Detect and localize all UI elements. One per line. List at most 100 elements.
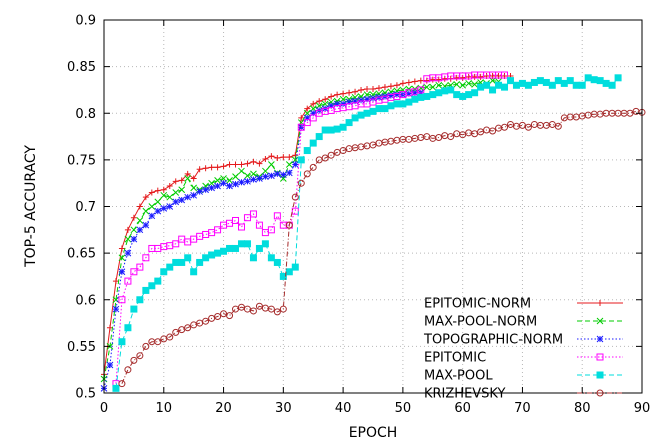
data-point	[178, 196, 186, 204]
data-point	[465, 80, 472, 87]
data-point	[202, 317, 210, 325]
data-point	[249, 210, 257, 218]
data-point	[243, 240, 251, 248]
data-point	[524, 123, 532, 131]
data-point	[554, 122, 562, 130]
y-tick-label: 0.7	[75, 200, 96, 215]
data-point	[369, 141, 377, 149]
data-point	[357, 96, 365, 104]
data-point	[196, 166, 203, 173]
x-tick-label: 50	[395, 401, 412, 416]
data-point	[351, 97, 359, 105]
data-point	[148, 203, 156, 210]
data-point	[352, 88, 359, 95]
data-point	[220, 163, 227, 170]
data-point	[435, 133, 443, 141]
data-point	[124, 366, 132, 374]
x-tick-label: 0	[100, 401, 108, 416]
data-point	[524, 81, 532, 89]
legend-label: TOPOGRAPHIC-NORM	[423, 333, 563, 348]
data-point	[358, 86, 365, 93]
data-point	[226, 177, 233, 184]
data-point	[237, 223, 245, 231]
data-point	[489, 86, 497, 94]
data-point	[333, 148, 341, 156]
data-point	[118, 380, 126, 388]
x-tick-label: 20	[215, 401, 232, 416]
legend-swatch-marker	[596, 317, 604, 325]
data-point	[453, 80, 461, 88]
x-axis-title: EPOCH	[349, 425, 398, 441]
data-point	[136, 203, 143, 210]
data-point	[435, 76, 442, 83]
data-point	[303, 170, 311, 178]
data-point	[560, 79, 568, 87]
data-point	[226, 312, 234, 320]
data-point	[243, 305, 251, 313]
data-point	[202, 186, 209, 194]
data-point	[178, 177, 185, 184]
data-point	[172, 189, 180, 196]
data-point	[172, 178, 179, 185]
data-point	[548, 120, 556, 128]
data-point	[136, 352, 144, 360]
data-point	[160, 205, 168, 212]
data-point	[178, 235, 186, 243]
data-point	[190, 321, 198, 329]
data-point	[256, 160, 263, 167]
data-point	[328, 93, 335, 100]
data-point	[226, 182, 233, 190]
data-point	[608, 81, 616, 89]
data-point	[273, 258, 281, 266]
data-point	[303, 114, 311, 122]
y-tick-label: 0.9	[75, 14, 96, 29]
data-point	[261, 229, 269, 237]
x-tick-label: 30	[275, 401, 292, 416]
data-point	[435, 81, 443, 89]
data-point	[154, 338, 162, 346]
legend-item-topographic-norm: TOPOGRAPHIC-NORM	[423, 333, 623, 348]
data-point	[148, 282, 156, 290]
legend-label: EPITOMIC-NORM	[424, 297, 531, 312]
data-point	[130, 214, 137, 221]
data-point	[417, 86, 425, 94]
data-point	[244, 160, 251, 167]
data-point	[501, 123, 509, 131]
data-point	[536, 77, 544, 85]
data-point	[154, 187, 161, 194]
data-point	[363, 95, 371, 103]
data-point	[423, 133, 431, 141]
x-tick-label: 80	[574, 401, 591, 416]
data-point	[453, 74, 460, 81]
data-point	[166, 263, 174, 271]
grid	[104, 20, 642, 393]
series-line	[121, 110, 643, 384]
data-point	[417, 93, 425, 101]
data-point	[118, 338, 126, 346]
series-epitomic	[112, 71, 509, 388]
data-point	[279, 171, 287, 179]
data-point	[237, 240, 245, 248]
data-point	[339, 100, 347, 108]
data-point	[548, 81, 556, 89]
data-point	[112, 384, 120, 392]
series-max-pool	[112, 74, 622, 392]
data-point	[178, 326, 186, 334]
data-point	[160, 186, 167, 193]
data-point	[279, 305, 287, 313]
data-point	[309, 163, 317, 171]
data-point	[369, 94, 377, 102]
data-point	[208, 229, 216, 237]
data-point	[267, 305, 275, 313]
data-point	[423, 83, 431, 91]
data-point	[387, 83, 394, 90]
data-point	[136, 217, 144, 224]
data-point	[566, 77, 574, 85]
data-point	[130, 305, 138, 313]
data-point	[249, 254, 257, 262]
y-tick-label: 0.65	[67, 247, 96, 262]
data-point	[321, 154, 329, 162]
data-point	[232, 173, 239, 181]
data-point	[315, 133, 323, 141]
